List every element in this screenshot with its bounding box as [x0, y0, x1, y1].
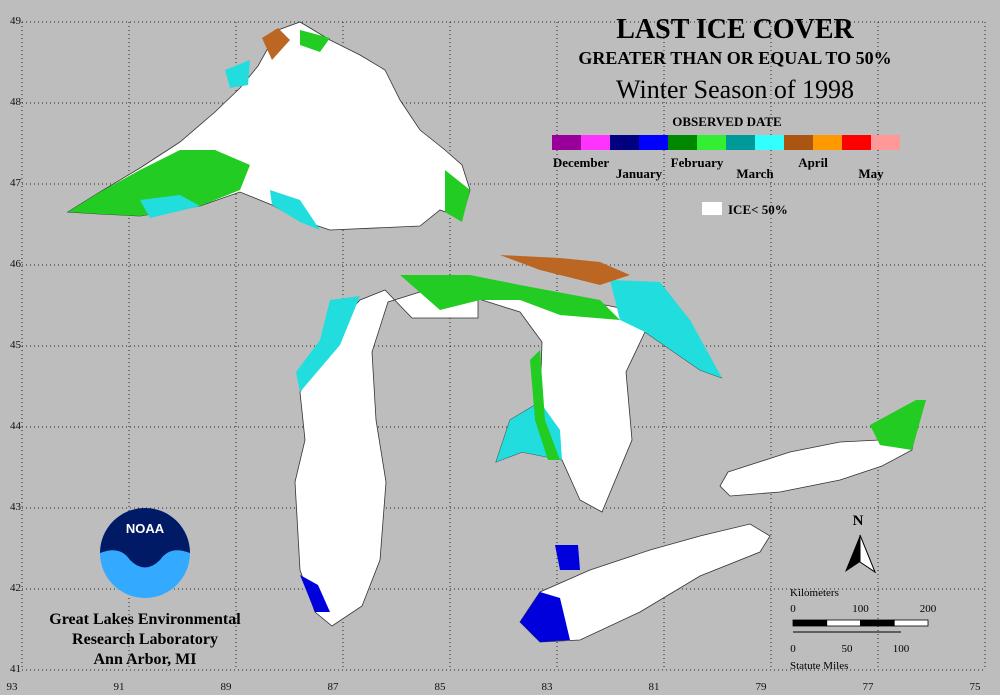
longitude-label: 79: [756, 681, 768, 693]
ice-patch: [555, 545, 580, 570]
latitude-label: 48: [10, 96, 22, 108]
legend-label: April: [798, 155, 828, 170]
legend-label: March: [736, 166, 774, 181]
credit-line: Ann Arbor, MI: [94, 651, 197, 668]
longitude-label: 85: [435, 681, 447, 693]
km-tick: 0: [790, 603, 796, 615]
title: LAST ICE COVER: [616, 14, 854, 45]
longitude-label: 77: [863, 681, 875, 693]
legend-swatch: [813, 135, 842, 150]
ice-patch: [225, 60, 250, 88]
logo-text: NOAA: [126, 521, 165, 536]
lake-ontario: [719, 427, 917, 497]
legend-swatch: [552, 135, 581, 150]
longitude-label: 87: [328, 681, 340, 693]
longitude-label: 75: [970, 681, 982, 693]
ice-patch: [296, 296, 360, 392]
km-tick: 200: [920, 603, 937, 615]
legend-swatch: [610, 135, 639, 150]
latitude-label: 44: [10, 420, 22, 432]
credit-line: Research Laboratory: [72, 631, 218, 648]
ice-patch: [500, 255, 630, 285]
legend-swatch: [639, 135, 668, 150]
latitude-label: 41: [10, 663, 21, 675]
north-arrow: [845, 535, 860, 572]
north-label: N: [853, 513, 864, 529]
legend-label: February: [671, 155, 724, 170]
legend-label: January: [616, 166, 663, 181]
mile-tick: 0: [790, 643, 796, 655]
ice-patch: [520, 592, 570, 642]
longitude-label: 89: [221, 681, 233, 693]
latitude-label: 46: [10, 258, 22, 270]
km-label: Kilometers: [790, 587, 839, 599]
north-arrow: [859, 534, 877, 574]
longitude-label: 81: [649, 681, 660, 693]
scale-bar: Kilometers Statute Miles 0 100 200 0 50 100: [790, 587, 937, 672]
legend-swatch: [871, 135, 900, 150]
ice-patch: [870, 400, 926, 450]
scale-segment: [893, 619, 929, 627]
legend-swatch: [581, 135, 610, 150]
legend-swatch: [726, 135, 755, 150]
longitude-label: 91: [114, 681, 125, 693]
ice-patch: [68, 150, 250, 216]
legend-swatch: [755, 135, 784, 150]
ice-patch: [270, 190, 320, 230]
legend-label: December: [553, 155, 610, 170]
mile-tick: 100: [893, 643, 910, 655]
legend-swatch: [668, 135, 697, 150]
scale-segment: [792, 619, 828, 627]
latitude-label: 42: [10, 582, 21, 594]
low-ice-swatch: [702, 202, 722, 215]
longitude-label: 83: [542, 681, 554, 693]
legend-swatch: [784, 135, 813, 150]
ice-patch: [610, 280, 722, 378]
longitude-label: 93: [7, 681, 19, 693]
latitude-label: 49: [10, 15, 22, 27]
scale-segment: [826, 619, 861, 627]
legend-label: May: [858, 166, 884, 181]
ice-patch: [300, 575, 330, 612]
legend-swatch: [697, 135, 726, 150]
scale-segment: [860, 619, 895, 627]
ice-patch: [445, 170, 470, 222]
ice-patches: [68, 28, 926, 642]
legend: December January February March April May: [552, 135, 900, 181]
noaa-logo: NOAA: [100, 508, 190, 598]
latitude-label: 47: [10, 177, 22, 189]
latitude-label: 43: [10, 501, 22, 513]
ice-patch: [400, 275, 620, 320]
km-tick: 100: [852, 603, 869, 615]
legend-title: OBSERVED DATE: [672, 114, 781, 129]
ice-patch: [140, 195, 200, 218]
mile-tick: 50: [842, 643, 854, 655]
season: Winter Season of 1998: [616, 75, 854, 104]
ice-patch: [262, 28, 290, 60]
ice-patch: [300, 30, 330, 52]
mile-label: Statute Miles: [790, 660, 848, 672]
legend-swatch: [842, 135, 871, 150]
subtitle: GREATER THAN OR EQUAL TO 50%: [578, 48, 891, 68]
latitude-label: 45: [10, 339, 22, 351]
ice-patch: [530, 350, 560, 460]
lake-erie: [519, 523, 771, 643]
credit-line: Great Lakes Environmental: [49, 611, 241, 628]
low-ice-label: ICE< 50%: [728, 202, 788, 217]
